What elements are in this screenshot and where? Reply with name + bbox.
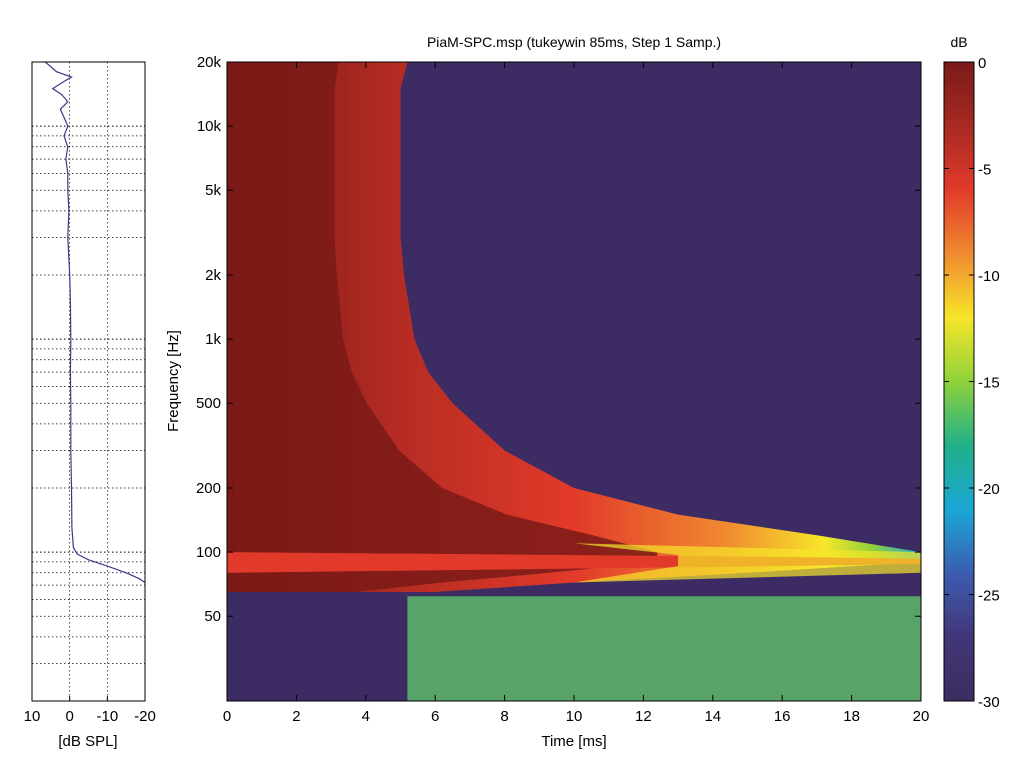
colorbar-tick-label: -15 xyxy=(978,375,1000,392)
colorbar: dB 0 -5 -10 -15 -20 -25 -30 xyxy=(943,34,1000,711)
response-curve xyxy=(44,62,145,584)
response-x-tick-label: 10 xyxy=(24,708,41,725)
low-frequency-region xyxy=(407,596,921,701)
response-panel: 10 0 -10 -20 [dB SPL] xyxy=(24,61,156,750)
response-panel-frame xyxy=(31,61,146,702)
colorbar-tick-label: -20 xyxy=(978,481,1000,498)
spectrogram-y-tick-label: 50 xyxy=(204,608,221,625)
spectrogram-y-ticks: 20k 10k 5k 2k 1k 500 200 100 50 xyxy=(196,54,921,625)
spectrogram-x-tick-label: 20 xyxy=(913,708,930,725)
spectrogram-x-tick-label: 6 xyxy=(431,708,439,725)
spectrogram-x-tick-label: 4 xyxy=(362,708,370,725)
spectrogram-panel: PiaM-SPC.msp (tukeywin 85ms, Step 1 Samp… xyxy=(165,34,929,750)
response-x-ticks: 10 0 -10 -20 xyxy=(24,696,156,725)
spectrogram-x-tick-label: 14 xyxy=(704,708,721,725)
decay-core-region xyxy=(227,62,658,592)
chart-title: PiaM-SPC.msp (tukeywin 85ms, Step 1 Samp… xyxy=(427,34,721,50)
spectrogram-y-tick-label: 1k xyxy=(205,331,221,348)
response-x-tick-label: -10 xyxy=(96,708,118,725)
spectrogram-y-axis-label: Frequency [Hz] xyxy=(165,330,182,432)
response-grid xyxy=(32,62,145,701)
spectrogram-y-tick-label: 10k xyxy=(197,118,222,135)
spectrogram-y-tick-label: 2k xyxy=(205,267,221,284)
response-panel-background xyxy=(32,62,145,701)
response-x-tick-label: 0 xyxy=(65,708,73,725)
colorbar-label: dB xyxy=(950,34,967,50)
spectrogram-y-tick-label: 5k xyxy=(205,182,221,199)
spectrogram-x-ticks: 0 2 4 6 8 10 12 14 16 18 20 xyxy=(223,62,930,725)
colorbar-tick-label: -30 xyxy=(978,694,1000,711)
spectrogram-plot-area xyxy=(227,62,921,701)
colorbar-tick-label: 0 xyxy=(978,55,986,72)
spectrogram-x-tick-label: 0 xyxy=(223,708,231,725)
spectrogram-y-tick-label: 20k xyxy=(197,54,222,71)
colorbar-ticks: 0 -5 -10 -15 -20 -25 -30 xyxy=(944,55,1000,711)
response-x-tick-label: -20 xyxy=(134,708,156,725)
spectrogram-x-tick-label: 12 xyxy=(635,708,652,725)
resonance-fringe xyxy=(574,543,921,583)
spectrogram-x-tick-label: 10 xyxy=(566,708,583,725)
spectrogram-y-tick-label: 100 xyxy=(196,544,221,561)
spectrogram-x-tick-label: 8 xyxy=(500,708,508,725)
spectrogram-x-tick-label: 16 xyxy=(774,708,791,725)
colorbar-tick-label: -25 xyxy=(978,588,1000,605)
colorbar-tick-label: -10 xyxy=(978,268,1000,285)
spectrogram-x-tick-label: 18 xyxy=(843,708,860,725)
spectrogram-x-axis-label: Time [ms] xyxy=(541,733,606,750)
spectrogram-y-tick-label: 500 xyxy=(196,395,221,412)
response-x-axis-label: [dB SPL] xyxy=(58,733,117,750)
spectrogram-y-tick-label: 200 xyxy=(196,480,221,497)
spectrogram-x-tick-label: 2 xyxy=(292,708,300,725)
colorbar-tick-label: -5 xyxy=(978,162,991,179)
